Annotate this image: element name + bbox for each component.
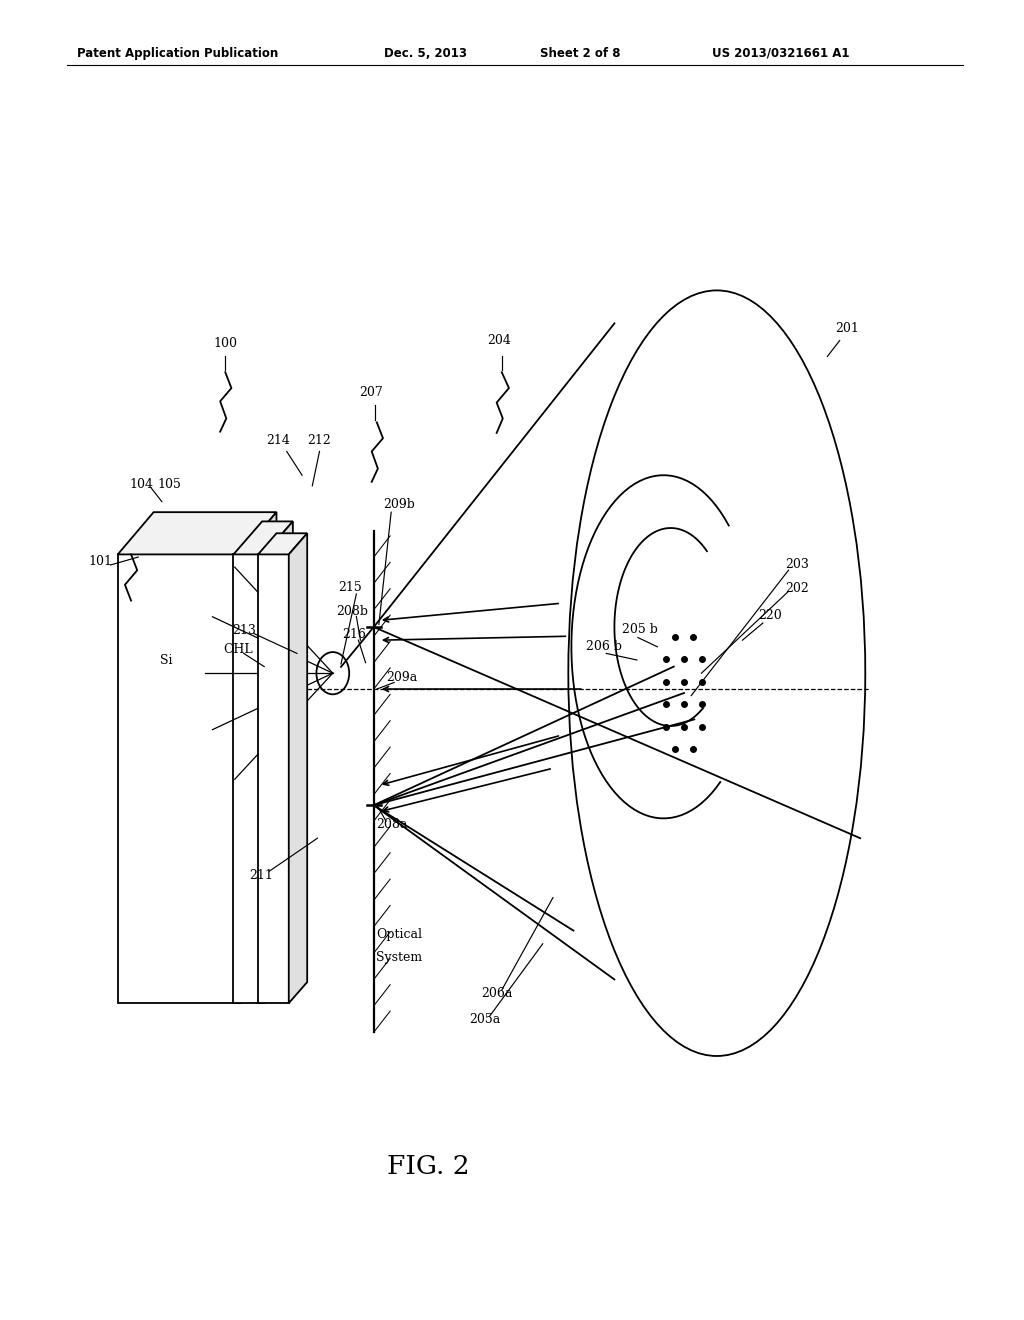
Text: US 2013/0321661 A1: US 2013/0321661 A1 bbox=[712, 48, 849, 59]
Polygon shape bbox=[289, 533, 307, 1003]
Ellipse shape bbox=[568, 290, 865, 1056]
Text: 105: 105 bbox=[157, 478, 181, 491]
Text: 209a: 209a bbox=[386, 671, 417, 684]
Polygon shape bbox=[233, 521, 293, 554]
Text: 212: 212 bbox=[307, 434, 332, 447]
FancyBboxPatch shape bbox=[258, 554, 289, 1003]
Text: 205a: 205a bbox=[469, 1012, 500, 1026]
Text: 207: 207 bbox=[358, 385, 383, 399]
Text: Dec. 5, 2013: Dec. 5, 2013 bbox=[384, 48, 467, 59]
Text: 208a: 208a bbox=[377, 818, 408, 832]
Text: 202: 202 bbox=[784, 582, 809, 595]
Polygon shape bbox=[264, 521, 293, 1003]
Text: FIG. 2: FIG. 2 bbox=[387, 1155, 469, 1179]
Text: 206a: 206a bbox=[481, 987, 512, 1001]
Text: 214: 214 bbox=[266, 434, 291, 447]
Text: 206 b: 206 b bbox=[586, 640, 623, 653]
Polygon shape bbox=[258, 533, 307, 554]
Text: 100: 100 bbox=[213, 337, 238, 350]
Text: Sheet 2 of 8: Sheet 2 of 8 bbox=[540, 48, 621, 59]
Polygon shape bbox=[118, 512, 276, 554]
Text: 215: 215 bbox=[338, 581, 362, 594]
Text: 213: 213 bbox=[231, 624, 256, 638]
Text: 216: 216 bbox=[342, 628, 367, 642]
Text: 209b: 209b bbox=[383, 498, 416, 511]
Text: 220: 220 bbox=[758, 609, 782, 622]
Text: 204: 204 bbox=[486, 334, 511, 347]
Polygon shape bbox=[241, 512, 276, 1003]
Text: 203: 203 bbox=[784, 558, 809, 572]
Text: 201: 201 bbox=[835, 322, 859, 335]
Text: 208b: 208b bbox=[336, 605, 369, 618]
Text: System: System bbox=[376, 950, 423, 964]
Text: Si: Si bbox=[160, 653, 172, 667]
Text: 104: 104 bbox=[129, 478, 154, 491]
Text: OHL: OHL bbox=[223, 643, 252, 656]
Text: Patent Application Publication: Patent Application Publication bbox=[77, 48, 279, 59]
Text: 101: 101 bbox=[88, 554, 113, 568]
Text: 205 b: 205 b bbox=[622, 623, 658, 636]
FancyBboxPatch shape bbox=[118, 554, 241, 1003]
Text: Optical: Optical bbox=[377, 928, 422, 941]
FancyBboxPatch shape bbox=[233, 554, 264, 1003]
Text: 211: 211 bbox=[249, 869, 273, 882]
